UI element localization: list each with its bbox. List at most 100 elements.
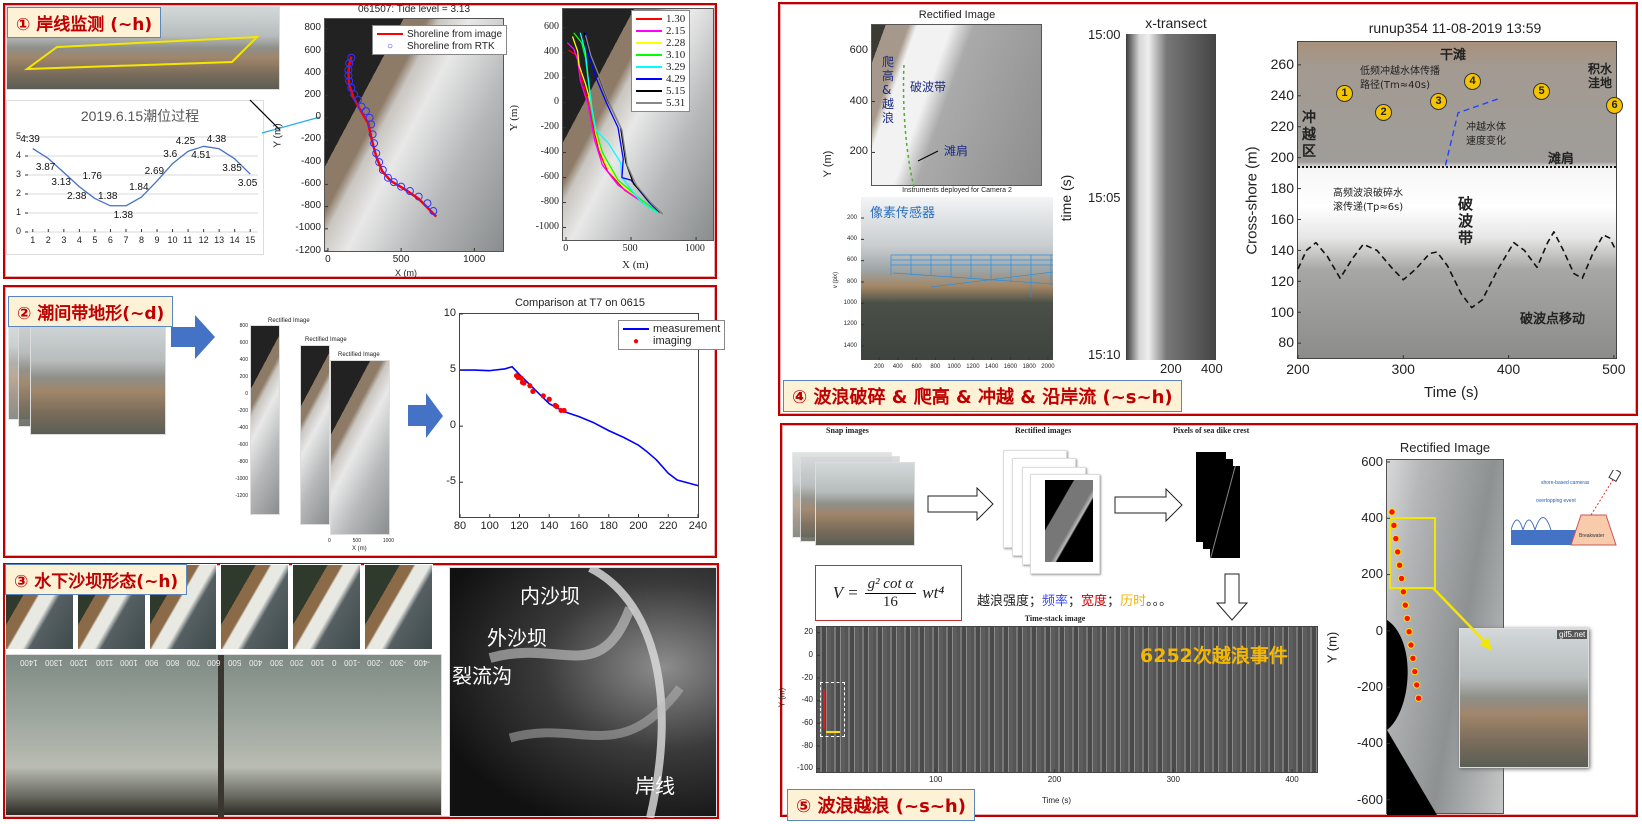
x-tick-label: 400 (892, 364, 903, 370)
data-point (347, 53, 356, 62)
y-tick-label: 600 (846, 257, 857, 264)
y-tick-label: 240 (1270, 87, 1294, 104)
chart-plot-area (459, 313, 699, 517)
rect-ytick: -800 (237, 459, 248, 465)
x-tick-label: 6 (107, 235, 113, 245)
y-tick-label: 20 (804, 627, 813, 637)
panorama-tick: 800 (166, 658, 180, 667)
rectified5-ylabel: Y (m) (1324, 631, 1340, 664)
rectified4-plot: 600 400 200 (850, 24, 1042, 188)
y-tick-label: 1000 (843, 300, 857, 307)
legend-label: 2.28 (666, 37, 686, 49)
x-tick-label: 100 (929, 775, 943, 784)
legend-swatch (636, 18, 662, 20)
x-tick-label: 11 (183, 235, 193, 245)
y-tick-label: 2 (15, 188, 21, 199)
y-tick-label: 400 (304, 66, 321, 78)
drone-photo (292, 564, 362, 650)
data-point (530, 388, 536, 394)
y-tick-label: -200 (1356, 679, 1383, 695)
x-tick-label: 220 (659, 520, 678, 532)
rect-ytick: 600 (239, 340, 248, 346)
legend-entry: 3.10 (636, 49, 685, 61)
x-tick-label: 200 (873, 364, 884, 370)
formula-lhs: V = (832, 583, 859, 602)
x-tick-label: 400 (1285, 775, 1299, 784)
data-point (405, 187, 414, 196)
chart-plot-area (872, 50, 875, 153)
data-label: 4.51 (191, 150, 211, 162)
contours-xlabel: X (m) (622, 259, 649, 271)
dry-beach-label: 干滩 (1440, 48, 1467, 63)
x-tick-label: 1400 (984, 364, 999, 370)
contours-ylabel: Y (m) (508, 104, 520, 132)
panorama-tick: 1300 (45, 658, 63, 667)
dike-crest-point (1397, 574, 1406, 583)
y-tick-label: 220 (1270, 118, 1294, 135)
width-arrow (826, 731, 840, 733)
pixel-sensor-label: 像素传感器 (870, 206, 936, 221)
rectified-xlabel: X (m) (352, 546, 367, 552)
y-tick-label: -60 (801, 717, 813, 727)
data-label: 3.05 (237, 178, 258, 190)
rectified4-title: Rectified Image (918, 9, 996, 21)
legend-swatch (636, 30, 662, 32)
x-tick-label: 1200 (966, 364, 980, 370)
dike-crest-point (1401, 601, 1409, 609)
x-tick-label: 500 (1602, 361, 1626, 377)
xtransect-title: x-transect (1145, 15, 1207, 31)
y-tick-label: 200 (544, 71, 559, 83)
arrow-right-icon (171, 315, 215, 359)
x-tick-label: 160 (569, 520, 589, 532)
formula-denominator: 16 (882, 593, 898, 610)
x-tick-label: 14 (229, 235, 240, 245)
xtransect-ytick: 15:10 (1088, 347, 1121, 362)
y-tick-label: 200 (849, 145, 868, 158)
x-tick-label: 600 (911, 364, 922, 370)
x-tick-label: 2 (45, 235, 51, 245)
xtransect-ylabel: time (s) (1058, 174, 1074, 222)
y-tick-label: -600 (1356, 791, 1383, 807)
legend-entry: 4.29 (636, 73, 685, 85)
panorama-tick: 900 (145, 658, 159, 667)
chart-plot-area (563, 27, 697, 240)
high-freq-label-2: 滚传递(Tp≈6s) (1333, 202, 1404, 213)
x-tick-label: 8 (138, 235, 144, 245)
metric-separator: ； (1107, 594, 1121, 609)
y-tick-label: 200 (846, 214, 857, 221)
y-tick-label: 0 (554, 96, 559, 108)
series-line (579, 32, 658, 214)
data-label: 3.6 (163, 148, 178, 160)
rectified-image-2 (300, 345, 330, 525)
panorama-tick: 300 (269, 658, 284, 667)
data-point (521, 380, 527, 386)
data-point (518, 375, 524, 381)
rect-xtick: 500 (352, 538, 361, 544)
y-tick-label: -1000 (535, 221, 559, 232)
data-point (372, 149, 381, 158)
surf-zone-runup-label: 破波带 (1458, 195, 1474, 247)
legend-entry: 5.31 (636, 97, 685, 109)
data-label: 2.38 (66, 190, 87, 202)
legend-entry: 3.29 (636, 61, 685, 73)
data-point (383, 173, 392, 182)
y-tick-label: -80 (801, 740, 813, 750)
shoreline-label: 岸线 (635, 774, 675, 798)
metric-duration: 历时 (1120, 594, 1147, 609)
overtopping-timestack: 100 200 300 400 20 0 -20 -40 -60 -80 -100 (797, 626, 1318, 784)
data-point (350, 90, 359, 99)
y-tick-label: 4 (15, 150, 21, 161)
legend-label: 5.31 (666, 97, 686, 109)
rectified-image-3-title: Rectified Image (338, 352, 380, 358)
pier (218, 655, 224, 817)
overtopping-inset-photo (1459, 628, 1589, 768)
dike-crest-points (1387, 508, 1437, 815)
y-tick-label: 600 (544, 21, 559, 33)
x-tick-label: 0 (325, 254, 331, 265)
legend-swatch (636, 102, 662, 104)
rectified-image-2-title: Rectified Image (305, 337, 347, 343)
data-point (344, 71, 353, 80)
legend-swatch (636, 66, 662, 68)
legend-swatch: ● (632, 335, 640, 347)
legend-swatch (623, 328, 649, 330)
